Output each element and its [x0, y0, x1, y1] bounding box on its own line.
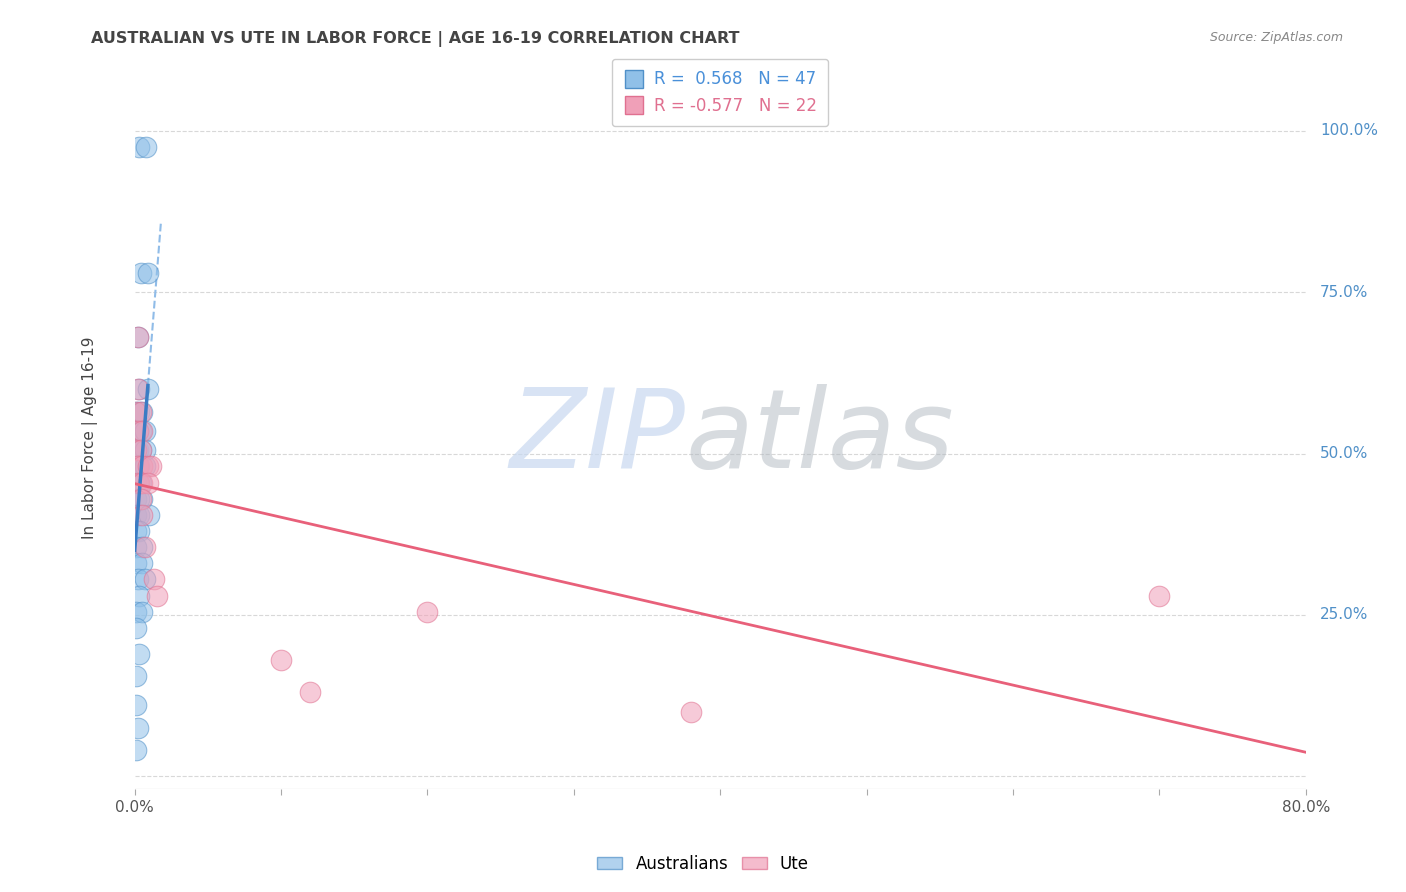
Point [128, 382, 150, 396]
Point [129, 475, 152, 490]
Text: AUSTRALIAN VS UTE IN LABOR FORCE | AGE 16-19 CORRELATION CHART: AUSTRALIAN VS UTE IN LABOR FORCE | AGE 1… [91, 31, 740, 47]
Point [125, 404, 148, 418]
Point [128, 508, 150, 522]
Point [125, 443, 148, 458]
Point [127, 475, 149, 490]
Point [131, 540, 153, 554]
Point [129, 491, 152, 506]
Point [125, 556, 148, 570]
Point [125, 404, 148, 418]
Point [125, 605, 148, 619]
Point [145, 589, 167, 603]
Point [125, 743, 148, 757]
Point [127, 573, 149, 587]
Point [125, 524, 148, 538]
Point [131, 508, 153, 522]
Point [136, 459, 159, 474]
Point [416, 605, 439, 619]
Point [136, 475, 159, 490]
Point [142, 573, 165, 587]
Point [125, 424, 148, 438]
Point [299, 685, 322, 699]
Point [135, 140, 157, 154]
Point [125, 459, 148, 474]
Point [128, 404, 150, 418]
Point [128, 589, 150, 603]
Point [127, 459, 149, 474]
Text: 50.0%: 50.0% [1320, 446, 1368, 461]
Text: 100.0%: 100.0% [1320, 123, 1378, 138]
Text: atlas: atlas [685, 384, 953, 491]
Point [129, 424, 152, 438]
Point [128, 459, 150, 474]
Point [134, 424, 156, 438]
Text: 25.0%: 25.0% [1320, 607, 1368, 623]
Point [138, 508, 160, 522]
Text: 75.0%: 75.0% [1320, 285, 1368, 300]
Point [129, 443, 152, 458]
Point [125, 491, 148, 506]
Point [129, 443, 152, 458]
Point [127, 424, 149, 438]
Point [128, 491, 150, 506]
Point [270, 653, 292, 667]
Point [125, 508, 148, 522]
Point [125, 669, 148, 683]
Point [128, 140, 150, 154]
Point [134, 459, 156, 474]
Point [134, 443, 156, 458]
Point [127, 382, 149, 396]
Point [131, 475, 153, 490]
Point [127, 424, 149, 438]
Point [131, 556, 153, 570]
Point [128, 475, 150, 490]
Point [125, 698, 148, 713]
Point [128, 524, 150, 538]
Point [125, 443, 148, 458]
Legend: Australians, Ute: Australians, Ute [591, 848, 815, 880]
Point [129, 404, 152, 418]
Point [127, 330, 149, 344]
Point [139, 459, 162, 474]
Text: ZIP: ZIP [509, 384, 685, 491]
Point [679, 705, 702, 719]
Point [127, 721, 149, 735]
Point [131, 424, 153, 438]
Point [134, 573, 156, 587]
Point [134, 540, 156, 554]
Point [127, 443, 149, 458]
Point [131, 404, 153, 418]
Point [136, 382, 159, 396]
Point [1149, 589, 1171, 603]
Text: Source: ZipAtlas.com: Source: ZipAtlas.com [1209, 31, 1343, 45]
Point [128, 647, 150, 661]
Point [131, 605, 153, 619]
Point [125, 475, 148, 490]
Point [127, 459, 149, 474]
Point [129, 266, 152, 280]
Legend: R =  0.568   N = 47, R = -0.577   N = 22: R = 0.568 N = 47, R = -0.577 N = 22 [612, 59, 828, 127]
Point [131, 459, 153, 474]
Point [125, 540, 148, 554]
Point [131, 491, 153, 506]
Text: In Labor Force | Age 16-19: In Labor Force | Age 16-19 [82, 336, 98, 539]
Point [136, 266, 159, 280]
Point [125, 621, 148, 635]
Point [127, 330, 149, 344]
